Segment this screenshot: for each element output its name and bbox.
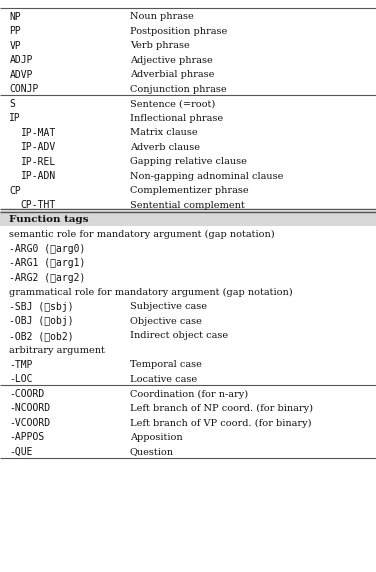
Text: IP-MAT: IP-MAT <box>21 128 56 138</box>
Text: Complementizer phrase: Complementizer phrase <box>130 186 248 196</box>
Text: arbitrary argument: arbitrary argument <box>9 346 105 355</box>
Text: -ARG0 (⁠arg0): -ARG0 (⁠arg0) <box>9 244 86 254</box>
Text: IP-REL: IP-REL <box>21 157 56 167</box>
Text: -OBJ (⁠obj): -OBJ (⁠obj) <box>9 316 74 327</box>
Text: -ARG2 (⁠arg2): -ARG2 (⁠arg2) <box>9 273 86 283</box>
Text: Verb phrase: Verb phrase <box>130 42 190 50</box>
Text: Indirect object case: Indirect object case <box>130 332 228 340</box>
Text: Non-gapping adnominal clause: Non-gapping adnominal clause <box>130 172 283 181</box>
Text: grammatical role for mandatory argument (gap notation): grammatical role for mandatory argument … <box>9 288 293 297</box>
Text: VP: VP <box>9 41 21 51</box>
Text: CONJP: CONJP <box>9 85 39 94</box>
Text: Matrix clause: Matrix clause <box>130 129 197 137</box>
Text: -APPOS: -APPOS <box>9 432 45 443</box>
Text: -QUE: -QUE <box>9 447 33 457</box>
Text: ADVP: ADVP <box>9 70 33 80</box>
Text: PP: PP <box>9 26 21 37</box>
Text: IP-ADV: IP-ADV <box>21 142 56 153</box>
Bar <box>0 211 376 225</box>
Text: -SBJ (⁠sbj): -SBJ (⁠sbj) <box>9 302 74 312</box>
Text: Conjunction phrase: Conjunction phrase <box>130 85 226 94</box>
Text: Sentential complement: Sentential complement <box>130 201 244 210</box>
Text: Locative case: Locative case <box>130 375 197 384</box>
Text: -VCOORD: -VCOORD <box>9 418 50 428</box>
Text: semantic role for mandatory argument (gap notation): semantic role for mandatory argument (ga… <box>9 230 275 239</box>
Text: -TMP: -TMP <box>9 360 33 370</box>
Text: CP-THT: CP-THT <box>21 201 56 210</box>
Text: Coordination (for n-ary): Coordination (for n-ary) <box>130 390 248 399</box>
Text: -NCOORD: -NCOORD <box>9 403 50 414</box>
Text: IP: IP <box>9 113 21 124</box>
Text: -COORD: -COORD <box>9 389 45 399</box>
Text: Adverb clause: Adverb clause <box>130 143 200 152</box>
Text: Adjective phrase: Adjective phrase <box>130 56 212 65</box>
Text: Temporal case: Temporal case <box>130 360 202 370</box>
Text: Sentence (=root): Sentence (=root) <box>130 100 215 109</box>
Text: Noun phrase: Noun phrase <box>130 13 194 22</box>
Text: Left branch of NP coord. (for binary): Left branch of NP coord. (for binary) <box>130 404 313 413</box>
Text: Postposition phrase: Postposition phrase <box>130 27 227 36</box>
Text: IP-ADN: IP-ADN <box>21 172 56 181</box>
Text: Left branch of VP coord. (for binary): Left branch of VP coord. (for binary) <box>130 419 311 427</box>
Text: -LOC: -LOC <box>9 375 33 384</box>
Text: Function tags: Function tags <box>9 216 89 224</box>
Text: NP: NP <box>9 12 21 22</box>
Text: Question: Question <box>130 447 174 456</box>
Text: Inflectional phrase: Inflectional phrase <box>130 114 223 123</box>
Text: S: S <box>9 99 15 109</box>
Text: -OB2 (⁠ob2): -OB2 (⁠ob2) <box>9 331 74 341</box>
Text: Gapping relative clause: Gapping relative clause <box>130 157 247 166</box>
Text: -ARG1 (⁠arg1): -ARG1 (⁠arg1) <box>9 259 86 268</box>
Text: Apposition: Apposition <box>130 433 182 442</box>
Text: ADJP: ADJP <box>9 55 33 65</box>
Text: Objective case: Objective case <box>130 317 202 326</box>
Text: Adverbial phrase: Adverbial phrase <box>130 70 214 80</box>
Text: Subjective case: Subjective case <box>130 303 207 312</box>
Text: CP: CP <box>9 186 21 196</box>
